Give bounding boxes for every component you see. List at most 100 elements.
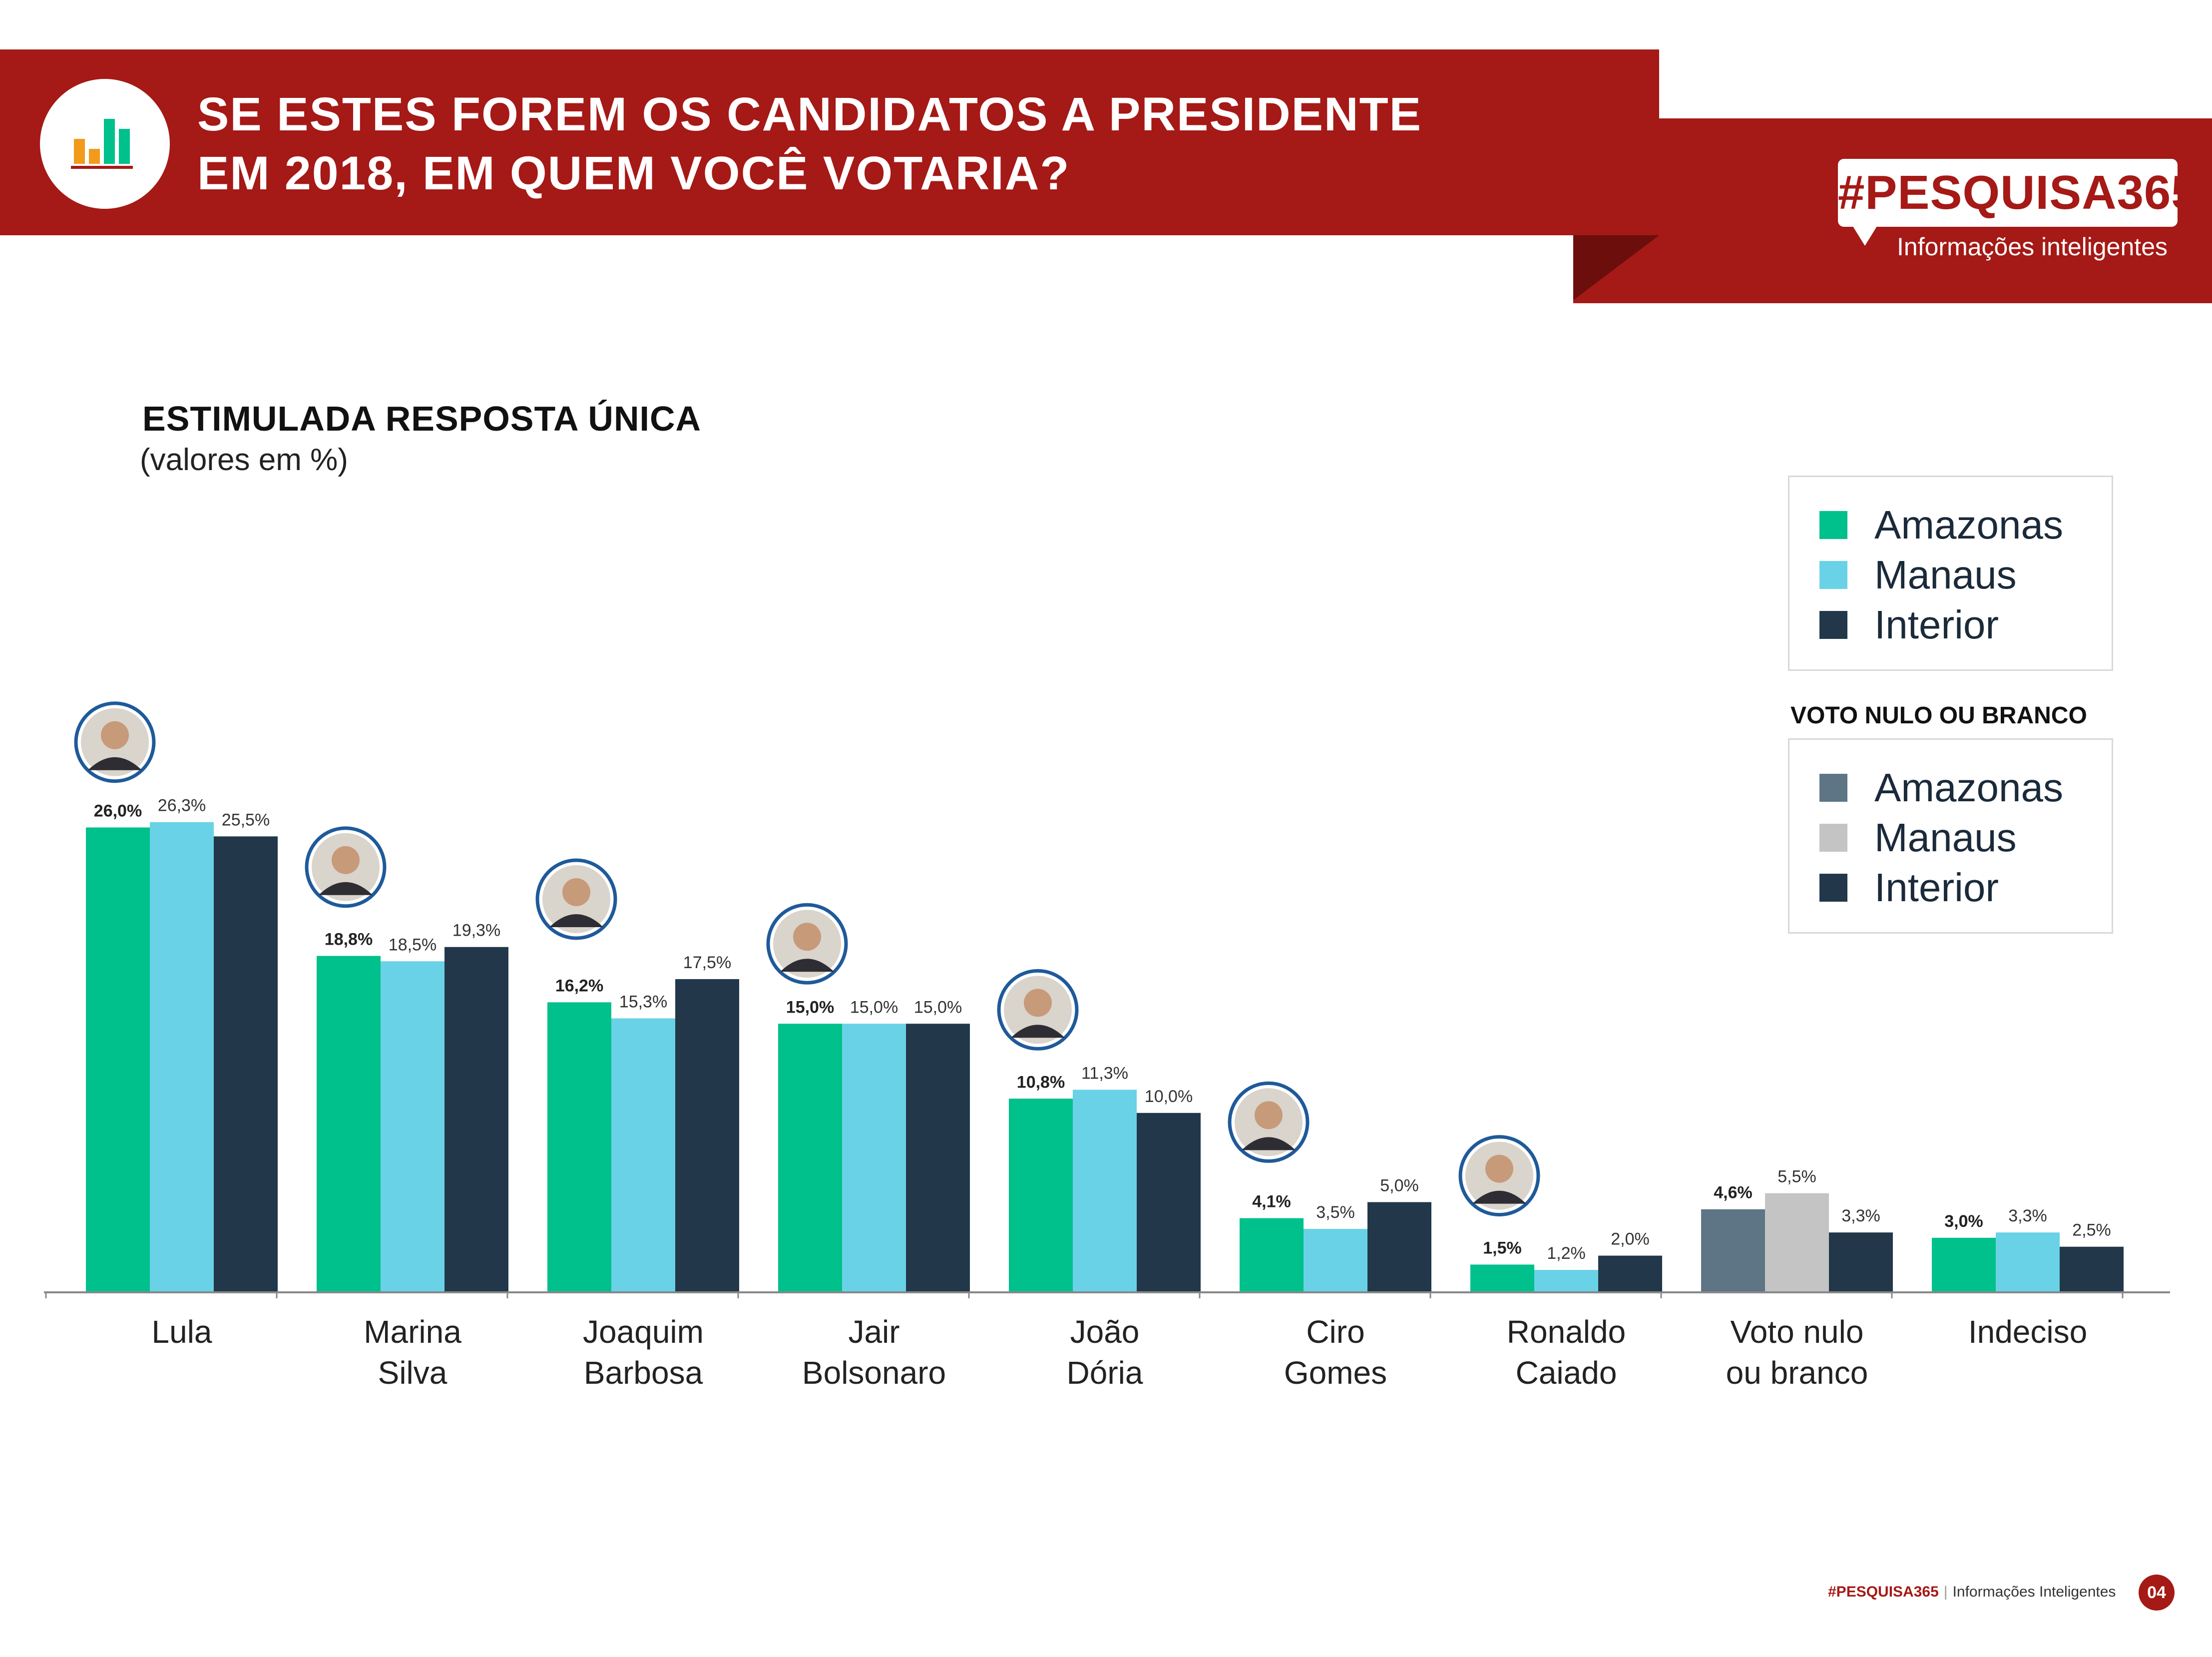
brand-badge xyxy=(1838,159,2178,227)
bar-amazonas xyxy=(1240,1218,1304,1291)
data-label: 3,3% xyxy=(1841,1206,1880,1225)
category-label: Marina xyxy=(364,1314,461,1350)
data-label: 2,5% xyxy=(2072,1221,2111,1240)
photo-shoulders xyxy=(1472,1190,1526,1204)
data-label: 11,3% xyxy=(1081,1064,1128,1083)
legend-swatch xyxy=(1819,511,1847,539)
category-label: Ciro xyxy=(1306,1314,1364,1350)
data-label: 15,0% xyxy=(786,998,834,1017)
footer-text: Informações Inteligentes xyxy=(1952,1584,2116,1600)
category-label: Lula xyxy=(152,1314,212,1350)
photo-shoulders xyxy=(319,882,373,895)
data-label: 16,2% xyxy=(555,976,603,995)
footer: #PESQUISA365 | Informações Inteligentes xyxy=(1828,1584,2116,1601)
legend-label: Manaus xyxy=(1874,552,2017,597)
bar-interior xyxy=(1367,1202,1431,1291)
category-label: Gomes xyxy=(1284,1355,1387,1391)
data-label: 5,0% xyxy=(1380,1176,1419,1195)
header-fold xyxy=(1573,235,1659,300)
legend-label: Interior xyxy=(1874,602,1999,647)
data-label: 18,5% xyxy=(389,935,437,954)
data-label: 3,3% xyxy=(2008,1206,2047,1225)
bar-manaus xyxy=(842,1024,906,1291)
title-line-1: SE ESTES FOREM OS CANDIDATOS A PRESIDENT… xyxy=(197,88,1422,141)
legend-swatch xyxy=(1819,874,1847,902)
legend-swatch xyxy=(1819,824,1847,852)
photo-face xyxy=(562,878,590,906)
photo-face xyxy=(1485,1154,1513,1183)
bar-manaus xyxy=(1765,1193,1829,1291)
category-label: Barbosa xyxy=(584,1355,703,1391)
bar-manaus xyxy=(150,822,214,1291)
legend-label: Amazonas xyxy=(1874,765,2063,810)
brand-tagline: Informações inteligentes xyxy=(1897,233,2168,261)
chart-subtitle: (valores em %) xyxy=(140,443,348,477)
legend-swatch xyxy=(1819,774,1847,802)
data-label: 25,5% xyxy=(222,810,270,829)
category-label: Caiado xyxy=(1516,1355,1617,1391)
bar-manaus xyxy=(1073,1090,1137,1291)
data-label: 15,0% xyxy=(850,998,898,1017)
bar-manaus xyxy=(1534,1270,1598,1291)
data-label: 4,6% xyxy=(1714,1183,1753,1202)
data-label: 19,3% xyxy=(452,921,500,940)
bar-manaus xyxy=(381,961,444,1291)
data-label: 17,5% xyxy=(683,953,731,972)
photo-shoulders xyxy=(88,757,142,770)
bar-interior xyxy=(1137,1112,1201,1291)
bar-amazonas xyxy=(1701,1209,1765,1291)
bar-interior xyxy=(675,979,739,1291)
photo-face xyxy=(1255,1101,1283,1129)
data-label: 10,0% xyxy=(1145,1087,1193,1106)
data-label: 18,8% xyxy=(325,930,373,949)
category-label: Joaquim xyxy=(583,1314,704,1350)
data-label: 26,0% xyxy=(94,801,142,820)
bar-amazonas xyxy=(1932,1237,1996,1291)
legend-swatch xyxy=(1819,611,1847,639)
bar-interior xyxy=(2060,1246,2124,1291)
bar-manaus xyxy=(1304,1229,1367,1291)
title-line-2: EM 2018, EM QUEM VOCÊ VOTARIA? xyxy=(197,147,1070,200)
footer-separator: | xyxy=(1943,1584,1948,1600)
brand-name: #PESQUISA365 xyxy=(1838,166,2199,219)
page-title: SE ESTES FOREM OS CANDIDATOS A PRESIDENT… xyxy=(197,85,1422,203)
data-label: 3,0% xyxy=(1944,1212,1983,1231)
photo-shoulders xyxy=(1242,1137,1296,1150)
photo-face xyxy=(332,846,360,874)
legend-null-vote: Amazonas Manaus Interior xyxy=(1788,738,2113,934)
photo-shoulders xyxy=(549,914,603,927)
category-label: João xyxy=(1070,1314,1140,1350)
page-number: 04 xyxy=(2139,1575,2175,1611)
bar-interior xyxy=(906,1024,970,1291)
bar-interior xyxy=(1598,1255,1662,1291)
data-label: 1,2% xyxy=(1547,1244,1586,1263)
data-label: 10,8% xyxy=(1017,1073,1065,1092)
legend-label: Amazonas xyxy=(1874,503,2063,547)
category-label: Dória xyxy=(1067,1355,1143,1391)
bar-interior xyxy=(444,947,508,1291)
bar-interior xyxy=(1829,1232,1893,1291)
bar-amazonas xyxy=(1470,1264,1534,1291)
legend-swatch xyxy=(1819,561,1847,589)
category-label: ou branco xyxy=(1726,1355,1868,1391)
data-label: 1,5% xyxy=(1483,1238,1522,1257)
legend-candidates: Amazonas Manaus Interior xyxy=(1788,476,2113,671)
photo-face xyxy=(1024,989,1052,1017)
bar-manaus xyxy=(1996,1232,2060,1291)
data-label: 3,5% xyxy=(1316,1203,1355,1222)
category-label: Bolsonaro xyxy=(802,1355,946,1391)
category-label: Ronaldo xyxy=(1507,1314,1626,1350)
bar-amazonas xyxy=(778,1024,842,1291)
data-label: 5,5% xyxy=(1777,1167,1816,1186)
bar-amazonas xyxy=(1009,1099,1073,1291)
bar-manaus xyxy=(611,1018,675,1291)
data-label: 2,0% xyxy=(1611,1230,1650,1249)
footer-brand: #PESQUISA365 xyxy=(1828,1584,1939,1600)
chart-title: ESTIMULADA RESPOSTA ÚNICA xyxy=(142,399,702,438)
header-banner xyxy=(0,49,1659,235)
bar-amazonas xyxy=(547,1002,611,1291)
category-label: Jair xyxy=(848,1314,899,1350)
category-label: Voto nulo xyxy=(1731,1314,1864,1350)
brand-badge-tail xyxy=(1852,225,1878,246)
